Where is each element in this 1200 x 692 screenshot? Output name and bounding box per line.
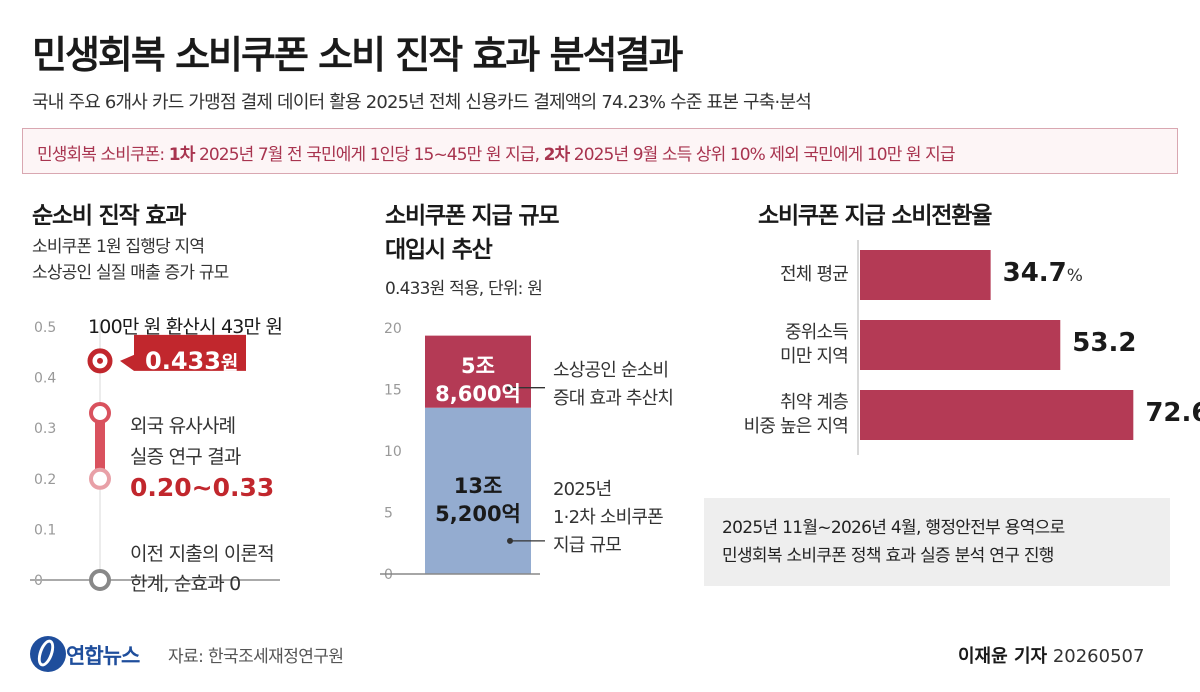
byline: 이재윤 기자 20260507 [958, 642, 1144, 668]
page-title: 민생회복 소비쿠폰 소비 진작 효과 분석결과 [32, 33, 683, 77]
zero-line1: 이전 지출의 이론적 [130, 543, 275, 565]
net-consumption-desc-1: 소비쿠폰 1원 집행당 지역 [32, 237, 205, 257]
foreign-case-line1: 외국 유사사례 [130, 415, 236, 437]
conversion-bar [860, 390, 1134, 440]
coupon-total-label-1: 13조 [453, 474, 503, 498]
conversion-bar-value: 72.6 [1145, 398, 1200, 428]
coupon-total-desc-1: 2025년 [553, 479, 612, 500]
net-consumption-desc-2: 소상공인 실질 매출 증가 규모 [32, 263, 229, 283]
y-tick-label: 0.1 [34, 522, 56, 538]
conversion-bar [860, 320, 1061, 370]
net-effect-desc-2: 증대 효과 추산치 [553, 388, 674, 409]
coupon-total-label-2: 5,200억 [435, 502, 521, 526]
y-tick-label: 0.5 [34, 320, 56, 336]
bar-coupon-total [425, 407, 531, 574]
net-effect-desc: 소상공인 순소비 증대 효과 추산치 [553, 357, 674, 413]
conversion-note: 100만 원 환산시 43만 원 [88, 316, 283, 338]
source-text: 자료: 한국조세재정연구원 [168, 647, 344, 667]
conversion-value-number: 72.6 [1145, 398, 1200, 428]
coupon-scale-title-1: 소비쿠폰 지급 규모 [385, 203, 559, 229]
conversion-bar-label-line: 중위소득 [784, 322, 849, 343]
range-top-marker [89, 402, 111, 425]
conversion-value-number: 53.2 [1072, 328, 1137, 358]
main-value-label: 0.433원 [145, 347, 238, 375]
conversion-rate-chart [857, 240, 1134, 455]
study-info-box: 2025년 11월~2026년 4월, 행정안전부 용역으로 민생회복 소비쿠폰… [704, 498, 1170, 586]
publish-date: 20260507 [1052, 646, 1145, 667]
zero-marker [89, 569, 111, 591]
conversion-bar-label: 전체 평균 [780, 263, 849, 287]
coupon-scale-note: 0.433원 적용, 단위: 원 [385, 279, 543, 299]
y-tick-label: 15 [384, 383, 402, 399]
y-tick-label: 5 [384, 506, 393, 522]
coupon-scale-title-2: 대입시 추산 [385, 237, 493, 263]
notice-text: 민생회복 소비쿠폰: 1차 2025년 7월 전 국민에게 1인당 15~45만… [37, 140, 956, 165]
page-subtitle: 국내 주요 6개사 카드 가맹점 결제 데이터 활용 2025년 전체 신용카드… [32, 92, 812, 113]
net-consumption-title: 순소비 진작 효과 [32, 203, 187, 229]
coupon-total-label: 13조 5,200억 [425, 472, 531, 528]
y-tick-label: 0.4 [34, 371, 56, 387]
notice-first-label: 1차 [168, 145, 196, 165]
coupon-total-desc-2: 1·2차 소비쿠폰 [553, 507, 664, 528]
main-value: 0.433 [145, 347, 221, 375]
yonhap-logo-icon [30, 636, 66, 672]
foreign-case-line2: 실증 연구 결과 [130, 446, 241, 468]
conversion-rate-title: 소비쿠폰 지급 소비전환율 [758, 203, 992, 229]
leader-bottom-dot [507, 537, 513, 544]
net-effect-label-1: 5조 [461, 354, 495, 378]
coupon-total-desc: 2025년 1·2차 소비쿠폰 지급 규모 [553, 476, 664, 560]
y-tick-label: 0.2 [34, 472, 56, 488]
yonhap-logo-text: 연합뉴스 [66, 644, 140, 668]
y-tick-label: 0.3 [34, 421, 56, 437]
notice-box: 민생회복 소비쿠폰: 1차 2025년 7월 전 국민에게 1인당 15~45만… [22, 128, 1178, 174]
coupon-total-desc-3: 지급 규모 [553, 535, 622, 556]
notice-second-text: 2025년 9월 소득 상위 10% 제외 국민에게 10만 원 지급 [569, 145, 956, 165]
y-tick-label: 10 [384, 444, 402, 460]
conversion-bar-value: 34.7% [1003, 258, 1083, 288]
net-consumption-chart: 0.50.40.30.20.10 [30, 320, 280, 591]
y-tick-label: 20 [384, 321, 402, 337]
conversion-bar-label-line: 취약 계층 [780, 392, 849, 413]
range-bottom-marker [89, 467, 111, 490]
conversion-bar-value: 53.2 [1072, 328, 1136, 358]
net-effect-label: 5조 8,600억 [425, 352, 531, 408]
net-effect-desc-1: 소상공인 순소비 [553, 360, 669, 381]
study-info-text: 2025년 11월~2026년 4월, 행정안전부 용역으로 민생회복 소비쿠폰… [722, 514, 1065, 570]
y-tick-label: 0 [384, 567, 393, 583]
conversion-value-unit: % [1066, 266, 1083, 286]
zero-line2: 한계, 순효과 0 [130, 573, 241, 595]
conversion-bar [860, 250, 991, 300]
conversion-bar-label-line: 비중 높은 지역 [743, 416, 849, 437]
foreign-range: 0.20~0.33 [130, 473, 275, 502]
net-effect-label-2: 8,600억 [435, 382, 521, 406]
reporter-name: 이재윤 기자 [958, 646, 1048, 667]
coupon-scale-chart: 20 15 10 5 0 [380, 321, 545, 583]
conversion-bar-label-line: 전체 평균 [780, 264, 849, 285]
bar-net-effect [425, 335, 531, 408]
conversion-bar-label-line: 미만 지역 [780, 346, 849, 367]
study-info-line2: 민생회복 소비쿠폰 정책 효과 실증 분석 연구 진행 [722, 546, 1054, 566]
notice-second-label: 2차 [543, 145, 571, 165]
main-value-unit: 원 [220, 352, 239, 374]
main-value-marker-dot [97, 357, 103, 364]
notice-first-text: 2025년 7월 전 국민에게 1인당 15~45만 원 지급, [194, 145, 544, 165]
main-value-callout [120, 334, 246, 371]
leader-top-dot [507, 384, 513, 391]
conversion-value-number: 34.7 [1002, 258, 1067, 288]
notice-prefix: 민생회복 소비쿠폰: [37, 145, 169, 165]
study-info-line1: 2025년 11월~2026년 4월, 행정안전부 용역으로 [722, 518, 1065, 538]
